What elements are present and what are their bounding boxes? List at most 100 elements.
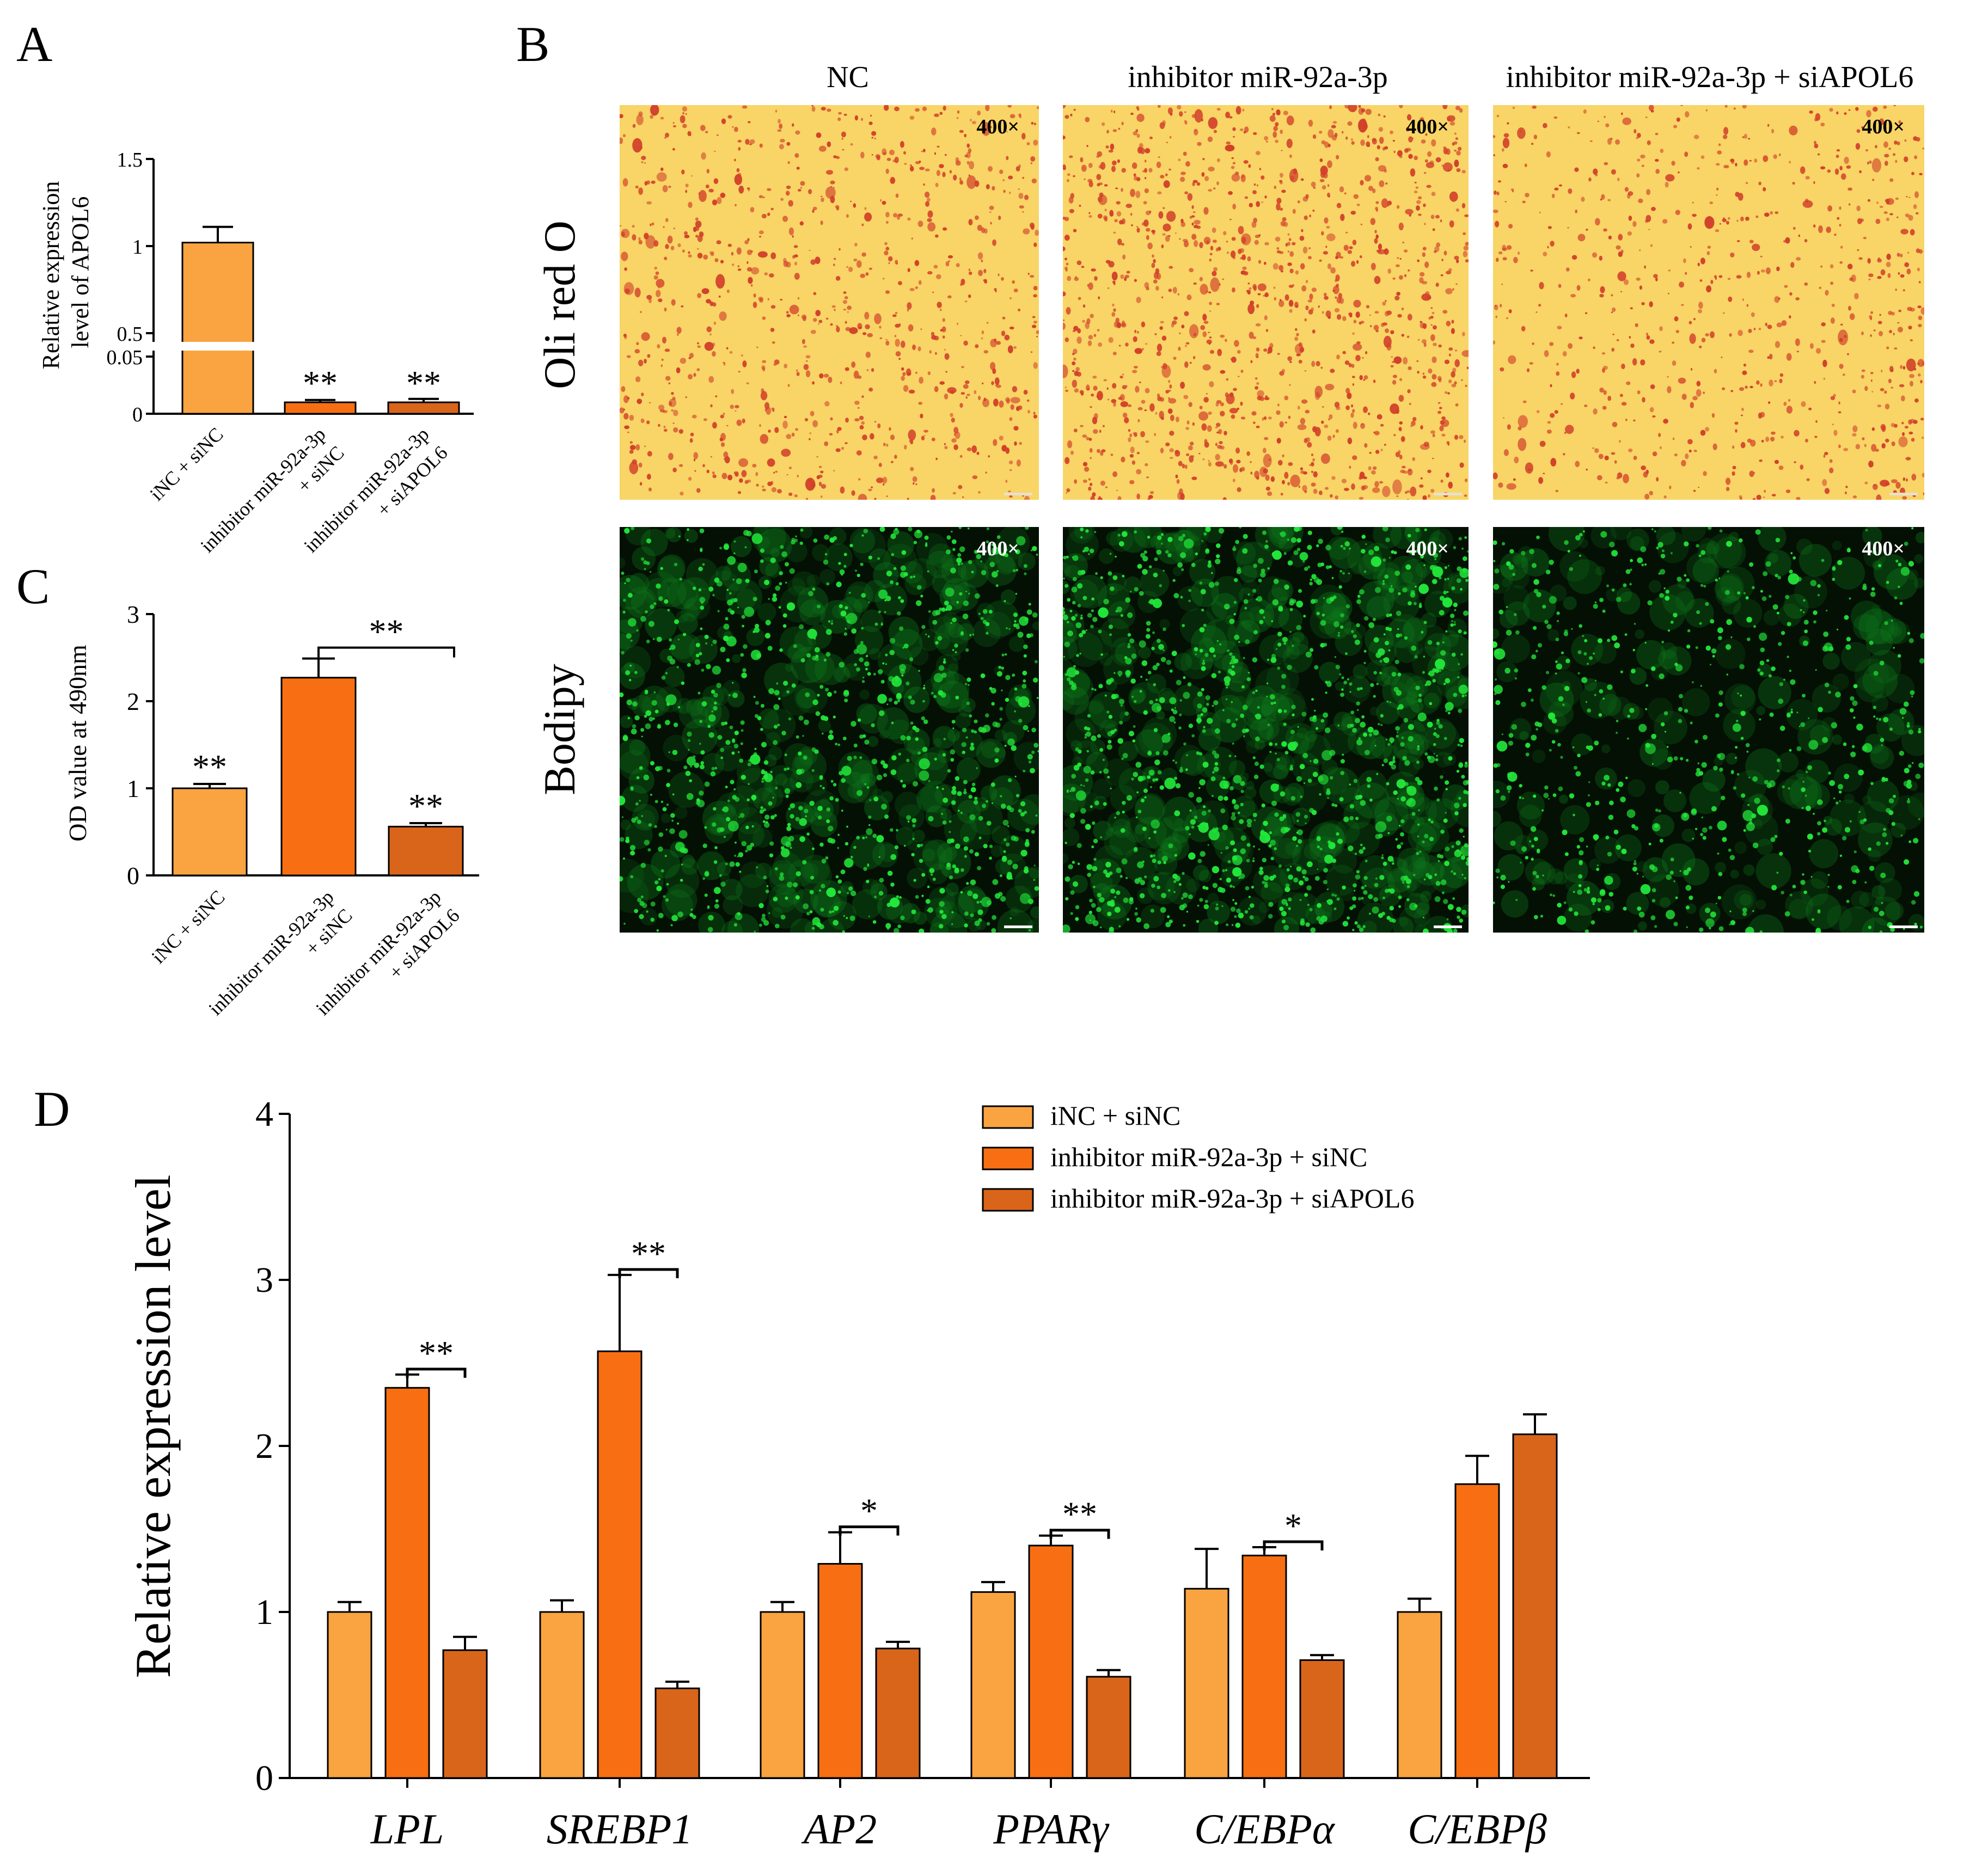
lipid-droplet bbox=[1753, 471, 1755, 474]
lipid-droplet bbox=[1442, 162, 1453, 172]
lipid-droplet bbox=[906, 758, 910, 762]
lipid-droplet bbox=[1233, 136, 1235, 138]
lipid-droplet bbox=[1420, 477, 1423, 480]
lipid-droplet bbox=[1103, 379, 1107, 382]
lipid-droplet bbox=[885, 596, 891, 602]
lipid-droplet bbox=[628, 678, 632, 682]
lipid-droplet bbox=[1265, 474, 1270, 481]
lipid-droplet bbox=[682, 124, 687, 128]
lipid-droplet bbox=[1408, 136, 1413, 143]
lipid-droplet bbox=[780, 872, 784, 876]
lipid-droplet bbox=[1910, 381, 1913, 387]
lipid-droplet bbox=[1088, 478, 1091, 481]
lipid-droplet bbox=[1714, 369, 1717, 373]
lipid-droplet bbox=[1886, 253, 1891, 260]
lipid-droplet bbox=[989, 686, 993, 690]
lipid-droplet bbox=[1496, 258, 1499, 262]
lipid-droplet bbox=[877, 557, 880, 560]
lipid-droplet bbox=[1820, 265, 1823, 268]
lipid-droplet bbox=[714, 577, 720, 583]
lipid-haze bbox=[1257, 576, 1289, 609]
lipid-droplet bbox=[796, 735, 799, 739]
lipid-droplet bbox=[1015, 549, 1020, 555]
lipid-droplet bbox=[1165, 390, 1169, 394]
lipid-droplet bbox=[1167, 107, 1173, 115]
lipid-droplet bbox=[1359, 375, 1363, 381]
lipid-droplet bbox=[1280, 299, 1282, 302]
lipid-droplet bbox=[621, 651, 625, 655]
lipid-droplet bbox=[1033, 294, 1037, 298]
lipid-haze bbox=[871, 880, 884, 893]
lipid-droplet bbox=[1747, 438, 1752, 443]
lipid-droplet bbox=[1448, 379, 1452, 383]
lipid-droplet bbox=[1155, 412, 1158, 415]
lipid-droplet bbox=[932, 610, 938, 616]
lipid-droplet bbox=[697, 342, 699, 345]
lipid-droplet bbox=[991, 381, 994, 385]
lipid-haze bbox=[1063, 795, 1079, 816]
lipid-droplet bbox=[790, 803, 796, 808]
lipid-droplet bbox=[1163, 180, 1170, 188]
lipid-droplet bbox=[1304, 215, 1308, 220]
lipid-droplet bbox=[951, 539, 957, 544]
lipid-droplet bbox=[1754, 158, 1758, 163]
lipid-droplet bbox=[908, 324, 914, 332]
lipid-droplet bbox=[784, 415, 787, 419]
lipid-droplet bbox=[846, 266, 849, 268]
lipid-droplet bbox=[773, 897, 778, 902]
lipid-droplet bbox=[1405, 209, 1414, 215]
lipid-droplet bbox=[850, 200, 852, 203]
chart-c-category-label: inhibitor miR-92a-3p+ siAPOL6 bbox=[311, 886, 463, 1038]
lipid-droplet bbox=[826, 582, 830, 586]
lipid-droplet bbox=[1906, 268, 1911, 275]
lipid-droplet bbox=[1743, 363, 1746, 367]
lipid-droplet bbox=[1220, 370, 1226, 374]
lipid-droplet bbox=[717, 134, 719, 136]
lipid-droplet bbox=[1322, 406, 1324, 408]
lipid-droplet bbox=[744, 546, 747, 549]
lipid-droplet bbox=[1890, 369, 1894, 372]
lipid-droplet bbox=[780, 298, 783, 301]
lipid-droplet bbox=[765, 620, 771, 626]
lipid-droplet bbox=[706, 169, 709, 174]
lipid-droplet bbox=[1001, 804, 1006, 809]
lipid-droplet bbox=[670, 644, 676, 650]
lipid-droplet bbox=[764, 814, 770, 820]
lipid-droplet bbox=[1285, 243, 1288, 247]
lipid-droplet bbox=[1633, 456, 1637, 461]
lipid-droplet bbox=[1313, 186, 1316, 189]
lipid-droplet bbox=[1885, 403, 1890, 410]
lipid-droplet bbox=[1241, 226, 1244, 228]
lipid-droplet bbox=[665, 132, 669, 138]
lipid-droplet bbox=[1005, 397, 1010, 402]
lipid-droplet bbox=[1336, 155, 1339, 160]
lipid-droplet bbox=[884, 242, 888, 246]
lipid-droplet bbox=[655, 271, 659, 275]
lipid-haze bbox=[1174, 818, 1184, 828]
lipid-droplet bbox=[1090, 482, 1093, 486]
lipid-haze bbox=[947, 622, 963, 638]
lipid-droplet bbox=[1257, 293, 1261, 296]
lipid-haze bbox=[1207, 893, 1219, 905]
lipid-droplet bbox=[665, 672, 668, 675]
lipid-haze bbox=[625, 527, 651, 545]
lipid-droplet bbox=[1309, 214, 1311, 218]
lipid-droplet bbox=[850, 856, 853, 859]
lipid-droplet bbox=[915, 737, 919, 741]
lipid-haze bbox=[936, 680, 969, 713]
lipid-droplet bbox=[860, 641, 864, 645]
lipid-droplet bbox=[892, 159, 896, 163]
lipid-droplet bbox=[859, 415, 864, 420]
lipid-droplet bbox=[1464, 494, 1467, 497]
lipid-droplet bbox=[1105, 486, 1108, 488]
lipid-haze bbox=[1154, 816, 1190, 851]
lipid-droplet bbox=[1313, 471, 1318, 477]
lipid-droplet bbox=[650, 604, 654, 609]
lipid-haze bbox=[843, 663, 858, 678]
lipid-droplet bbox=[780, 915, 786, 920]
lipid-droplet bbox=[796, 372, 800, 376]
lipid-droplet bbox=[1437, 376, 1442, 381]
lipid-haze bbox=[812, 603, 824, 615]
lipid-haze bbox=[974, 797, 989, 812]
lipid-droplet bbox=[1026, 609, 1032, 615]
